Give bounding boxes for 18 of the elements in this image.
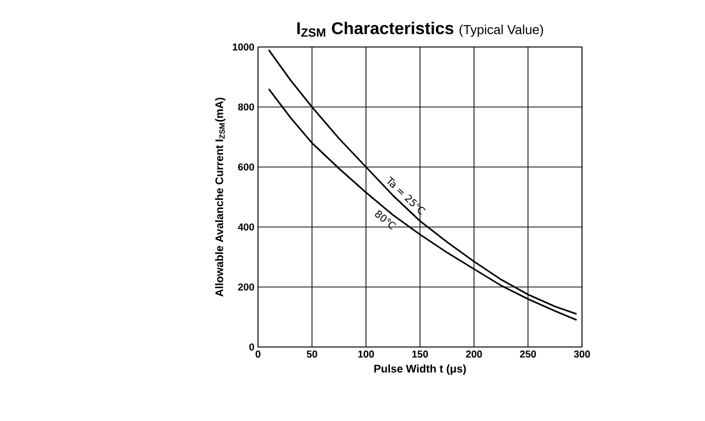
line-series bbox=[268, 88, 578, 321]
x-tick-label: 0 bbox=[256, 350, 260, 358]
chart-subtitle: (Typical Value) bbox=[460, 24, 544, 37]
x-tick-label: 100 bbox=[358, 350, 374, 358]
y-tick-label: 800 bbox=[238, 103, 254, 111]
x-tick-label: 250 bbox=[520, 350, 536, 358]
y-axis-title: Allowable Avalanche Current I$_{ZSM}$(mA) bbox=[215, 98, 226, 297]
x-axis-title: Pulse Width t (μs) bbox=[374, 364, 466, 375]
y-tick-label: 200 bbox=[238, 283, 254, 291]
y-tick-label: 1000 bbox=[232, 43, 254, 51]
x-tick-label: 150 bbox=[412, 350, 428, 358]
y-tick-label: 400 bbox=[238, 223, 254, 231]
y-tick-label: 600 bbox=[238, 163, 254, 171]
y-tick-label: 0 bbox=[249, 343, 254, 351]
x-tick-label: 200 bbox=[466, 350, 482, 358]
x-tick-label: 50 bbox=[306, 350, 318, 358]
x-tick-label: 300 bbox=[574, 350, 590, 358]
chart-title: I$_{ZSM}$ Characteristics bbox=[297, 22, 454, 37]
